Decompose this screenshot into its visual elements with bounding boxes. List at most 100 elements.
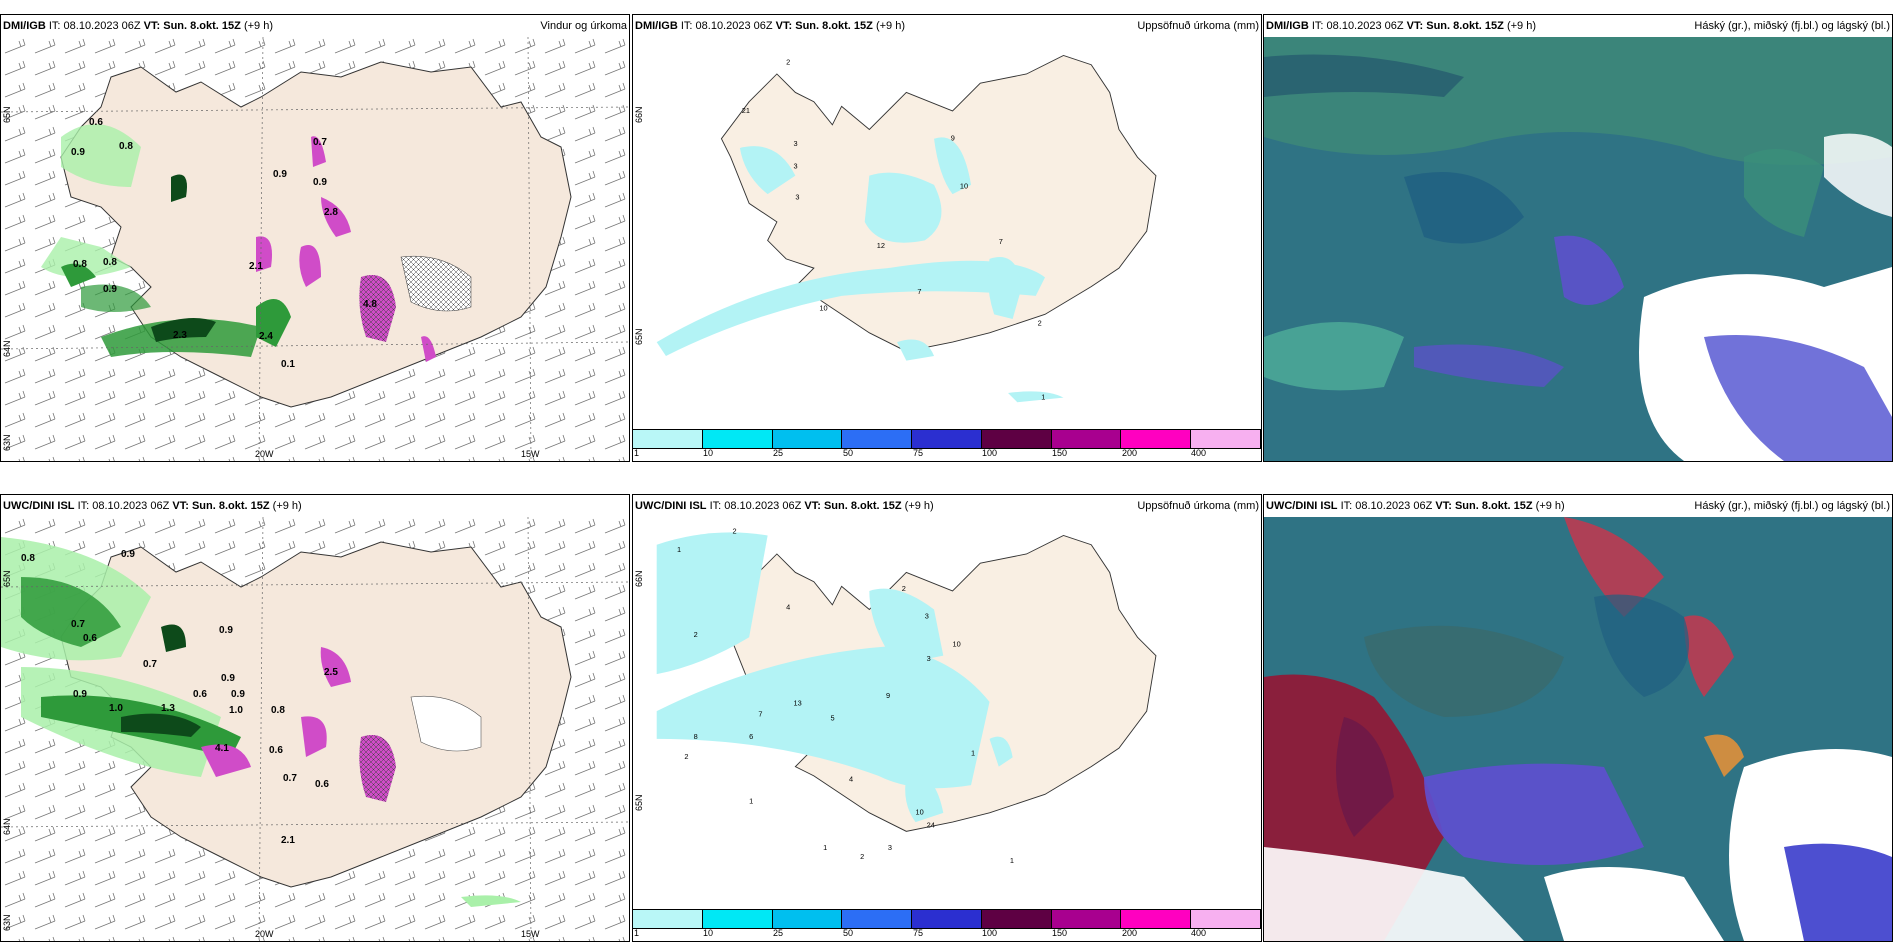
lead-time: (+9 h) (243, 20, 273, 32)
precip-value: 0.8 (119, 141, 133, 152)
precip-value: 0.6 (269, 745, 283, 756)
colorbar-label: 50 (843, 448, 854, 458)
accum-value: 3 (795, 193, 799, 202)
panel-clouds-dmi: DMI/IGB IT: 08.10.2023 06Z VT: Sun. 8.ok… (1263, 14, 1893, 462)
model-name: DMI/IGB (1266, 20, 1309, 32)
vt-label: VT: (775, 20, 793, 32)
lead-time: (+9 h) (1506, 20, 1536, 32)
colorbar-label: 150 (1052, 448, 1068, 458)
colorbar-label: 50 (843, 928, 854, 938)
accum-value: 10 (953, 639, 961, 648)
colorbar-cell (633, 430, 703, 448)
accum-value: 2 (786, 58, 790, 67)
wind-precip-map: 0.8 0.9 0.9 0.7 0.6 0.7 0.9 0.9 0.9 1.0 … (1, 517, 629, 941)
precip-value: 0.1 (281, 359, 295, 370)
lead-time: (+9 h) (1535, 500, 1565, 512)
colorbar-label: 25 (773, 448, 784, 458)
colorbar-label: 100 (982, 448, 998, 458)
precip-value: 4.1 (215, 743, 229, 754)
accum-value: 4 (849, 774, 853, 783)
precip-value: 0.9 (103, 284, 117, 295)
precip-value: 0.7 (283, 773, 297, 784)
vt-label: VT: (172, 500, 189, 512)
lon-label: 15W (521, 929, 540, 939)
colorbar-label: 100 (982, 928, 998, 938)
accum-precip-map: 2 1 2 4 2 3 3 10 13 5 7 9 8 6 2 1 1 4 10… (656, 527, 1157, 865)
panel-wind-precip-dmi: DMI/IGB IT: 08.10.2023 06Z VT: Sun. 8.ok… (0, 14, 630, 462)
precip-value: 2.3 (173, 330, 187, 341)
panel-header: DMI/IGB IT: 08.10.2023 06Z VT: Sun. 8.ok… (1264, 15, 1892, 37)
cloud-map (1264, 517, 1892, 941)
accum-value: 2 (1038, 318, 1042, 327)
lat-label: 64N (2, 340, 12, 357)
precip-value: 0.7 (143, 659, 157, 670)
lead-time: (+9 h) (904, 500, 934, 512)
model-name: UWC/DINI ISL (635, 500, 707, 512)
precip-value: 0.8 (21, 553, 35, 564)
colorbar-cell (1191, 430, 1261, 448)
it-label: IT: (709, 500, 722, 512)
accum-value: 10 (916, 808, 924, 817)
colorbar-label: 200 (1122, 448, 1138, 458)
precip-value: 1.3 (161, 703, 175, 714)
it-time: 08.10.2023 06Z (1355, 500, 1433, 512)
colorbar-cell (842, 430, 913, 448)
accum-value: 2 (684, 752, 688, 761)
accum-value: 9 (951, 134, 955, 143)
colorbar-label: 10 (703, 448, 714, 458)
precip-value: 0.9 (121, 549, 135, 560)
colorbar-label: 1 (634, 448, 640, 458)
colorbar-cell (842, 910, 913, 928)
precip-value: 1.0 (229, 705, 243, 716)
accum-value: 21 (742, 106, 750, 115)
panel-accum-precip-uwc: UWC/DINI ISL IT: 08.10.2023 06Z VT: Sun.… (632, 494, 1262, 942)
precip-value: 1.0 (109, 703, 123, 714)
colorbar-cell (772, 910, 843, 928)
vt-time: Sun. 8.okt. 15Z (163, 20, 241, 32)
colorbar: 1 10 25 50 75 100 150 200 400 (633, 909, 1261, 941)
precip-value: 0.9 (231, 689, 245, 700)
colorbar-cell (1051, 910, 1122, 928)
precip-value: 2.5 (324, 667, 338, 678)
wind-precip-map: 0.6 0.8 0.9 0.9 0.7 0.9 2.8 0.8 0.8 0.9 … (1, 37, 629, 461)
accum-value: 5 (831, 713, 835, 722)
vt-time: Sun. 8.okt. 15Z (1426, 20, 1504, 32)
precip-value: 2.1 (249, 261, 263, 272)
it-time: 08.10.2023 06Z (724, 500, 802, 512)
lat-label: 65N (2, 570, 12, 587)
lon-label: 20W (255, 449, 274, 459)
accum-value: 10 (819, 304, 827, 313)
it-time: 08.10.2023 06Z (695, 20, 773, 32)
precip-value: 2.8 (324, 207, 338, 218)
it-time: 08.10.2023 06Z (63, 20, 141, 32)
vt-label: VT: (143, 20, 161, 32)
precip-value: 0.8 (73, 259, 87, 270)
panel-header: UWC/DINI ISL IT: 08.10.2023 06Z VT: Sun.… (1264, 495, 1892, 517)
accum-value: 7 (917, 287, 921, 296)
precip-value: 0.9 (219, 625, 233, 636)
accum-value: 12 (877, 241, 885, 250)
accum-value: 2 (733, 527, 737, 536)
lon-label: 15W (521, 449, 540, 459)
panel-title: Háský (gr.), miðský (fj.bl.) og lágský (… (1694, 500, 1890, 512)
lat-label: 65N (2, 106, 12, 123)
colorbar-label: 75 (913, 928, 924, 938)
colorbar-cell (772, 430, 843, 448)
accum-value: 3 (794, 161, 798, 170)
accum-value: 2 (902, 584, 906, 593)
precip-value: 0.9 (73, 689, 87, 700)
it-label: IT: (1340, 500, 1353, 512)
precip-value: 0.9 (273, 169, 287, 180)
colorbar-cell (1051, 430, 1122, 448)
lat-label: 66N (634, 570, 644, 587)
lat-label: 64N (2, 818, 12, 835)
precip-value: 0.8 (271, 705, 285, 716)
panel-clouds-uwc: UWC/DINI ISL IT: 08.10.2023 06Z VT: Sun.… (1263, 494, 1893, 942)
accum-value: 10 (960, 182, 968, 191)
vt-time: Sun. 8.okt. 15Z (795, 20, 873, 32)
lat-label: 66N (634, 106, 644, 123)
accum-value: 1 (677, 545, 681, 554)
lat-label: 65N (634, 794, 644, 811)
panel-accum-precip-dmi: DMI/IGB IT: 08.10.2023 06Z VT: Sun. 8.ok… (632, 14, 1262, 462)
vt-label: VT: (1406, 20, 1424, 32)
